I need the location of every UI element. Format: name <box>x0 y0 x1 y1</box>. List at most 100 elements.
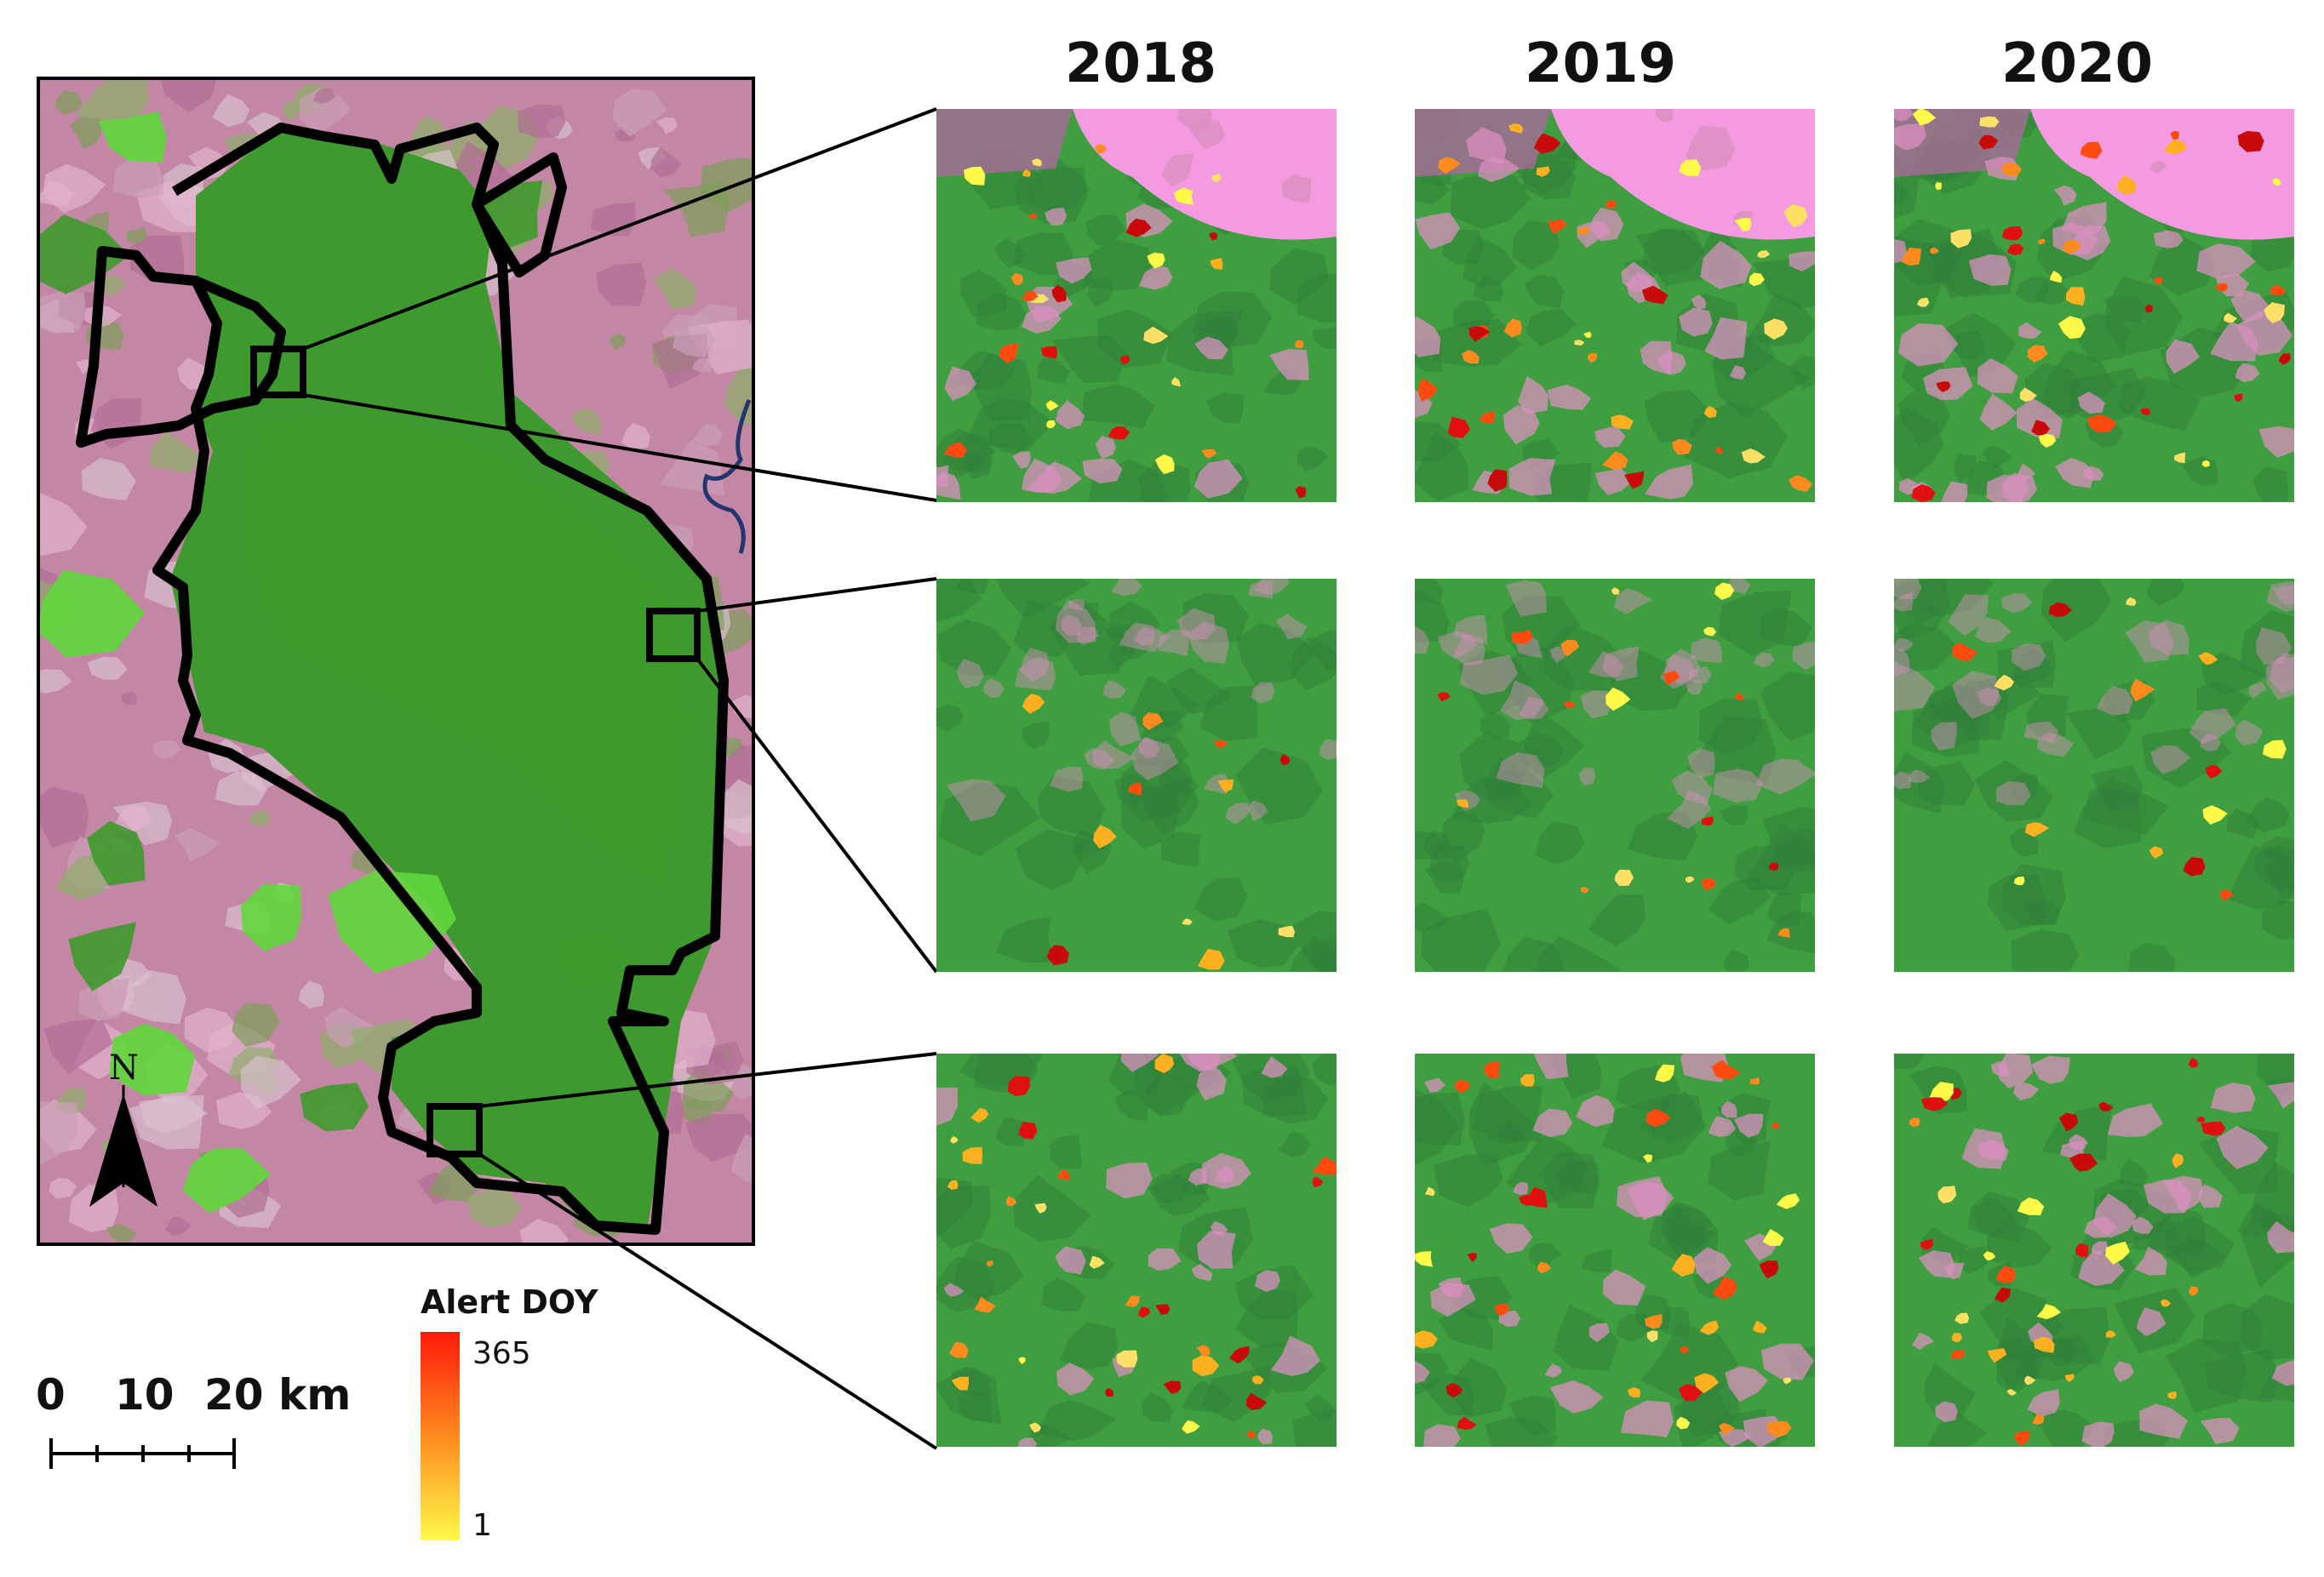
alert-mark <box>2183 857 2206 877</box>
alert-mark <box>2196 1116 2206 1123</box>
alert-mark <box>1583 331 1592 339</box>
land-patch <box>49 1178 77 1199</box>
alert-mark <box>1128 783 1142 796</box>
cleared-patch <box>1968 254 2012 286</box>
cleared-patch <box>1187 621 1229 664</box>
cleared-patch <box>1620 1400 1674 1437</box>
cleared-patch <box>1894 637 1914 652</box>
alert-mark <box>1032 158 1042 167</box>
cleared-patch <box>1049 766 1084 792</box>
alert-mark <box>2098 1101 2114 1111</box>
cleared-patch <box>1894 592 1914 612</box>
alert-mark <box>2080 141 2103 159</box>
cleared-patch <box>944 366 976 401</box>
land-patch <box>299 88 352 135</box>
land-patch <box>38 786 89 848</box>
cleared-patch <box>1513 1181 1529 1196</box>
cleared-patch <box>956 658 984 689</box>
alert-mark <box>2066 287 2086 306</box>
cleared-patch <box>2036 732 2074 757</box>
cleared-patch <box>1547 384 1592 410</box>
cleared-patch <box>2210 1083 2256 1113</box>
panel-1-2019 <box>1415 579 1815 972</box>
cleared-patch <box>1253 579 1291 596</box>
scale-tick-20km: 20 km <box>204 1370 352 1420</box>
cleared-pink-area <box>1551 109 1815 240</box>
forest-texture <box>1037 775 1105 839</box>
cleared-patch <box>2002 472 2037 502</box>
alert-mark <box>2019 387 2037 403</box>
legend-max-value: 365 <box>472 1336 531 1371</box>
cleared-patch <box>1908 769 1931 783</box>
alert-mark <box>1045 400 1059 411</box>
cleared-patch <box>1576 1094 1615 1128</box>
cleared-patch <box>1894 771 1911 790</box>
alert-mark <box>1438 157 1461 174</box>
alert-mark <box>2117 175 2137 195</box>
cleared-patch <box>1640 340 1673 375</box>
alert-mark <box>1935 181 1942 191</box>
alert-mark <box>1644 1314 1663 1329</box>
cleared-patch <box>1424 1077 1445 1094</box>
alert-mark <box>1213 740 1228 749</box>
forest-texture <box>1087 277 1113 307</box>
alert-mark <box>1768 862 1779 871</box>
panel-2-2019 <box>1415 1054 1815 1447</box>
cleared-patch <box>1734 1113 1764 1138</box>
forest-texture <box>1234 1265 1314 1320</box>
forest-texture <box>1986 1221 2052 1268</box>
alert-mark <box>1143 326 1169 345</box>
cleared-patch <box>2018 322 2042 339</box>
alert-mark <box>1418 378 1438 402</box>
alert-mark <box>1537 1261 1551 1274</box>
protected-area-boundary <box>76 123 729 1235</box>
alert-mark <box>1577 226 1591 235</box>
cleared-patch <box>1688 666 1712 684</box>
cleared-patch <box>2113 1361 2134 1383</box>
cleared-patch <box>1055 400 1085 430</box>
panel-2-2018 <box>936 1054 1337 1447</box>
alert-mark <box>1022 694 1045 714</box>
alert-mark <box>1749 1077 1760 1085</box>
land-patch <box>655 117 678 134</box>
alert-mark <box>1154 1054 1175 1073</box>
alert-mark <box>2063 239 2081 254</box>
alert-mark <box>1479 411 1496 424</box>
alert-mark <box>1734 218 1752 231</box>
forest-texture <box>1297 446 1328 471</box>
cleared-patch <box>1671 770 1713 805</box>
cleared-patch <box>1196 1065 1227 1101</box>
alert-mark <box>2201 460 2210 467</box>
forest-texture <box>1957 1246 1992 1274</box>
forest-texture <box>2105 276 2184 356</box>
forest-texture <box>1982 445 2012 468</box>
cleared-patch <box>1452 634 1485 666</box>
cleared-patch <box>2258 426 2294 458</box>
green-patch <box>109 1023 196 1096</box>
forest-texture <box>1081 384 1155 429</box>
alert-mark <box>964 166 986 186</box>
alert-mark <box>1138 1306 1151 1318</box>
forest-texture <box>1588 894 1646 947</box>
forest-texture <box>1431 319 1522 368</box>
forest-texture <box>936 704 964 732</box>
alert-mark <box>2174 452 2186 464</box>
alert-mark <box>1125 218 1152 237</box>
cleared-patch <box>1894 109 1913 122</box>
alert-mark <box>1163 1380 1182 1394</box>
cleared-patch <box>1319 739 1337 760</box>
alert-mark <box>1936 381 1951 392</box>
alert-mark <box>1142 712 1164 730</box>
alert-mark <box>1764 318 1788 340</box>
green-patch <box>240 884 302 951</box>
panel-0-2018 <box>936 109 1337 502</box>
cleared-patch <box>1613 588 1653 614</box>
alert-mark <box>2024 1375 2036 1386</box>
alert-mark <box>943 442 968 458</box>
alert-mark <box>2038 433 2057 448</box>
land-patch <box>673 326 717 357</box>
cleared-patch <box>2107 1103 2164 1137</box>
cleared-patch <box>2084 1216 2117 1238</box>
forest-texture <box>1529 1243 1561 1268</box>
alert-mark <box>1217 779 1234 793</box>
